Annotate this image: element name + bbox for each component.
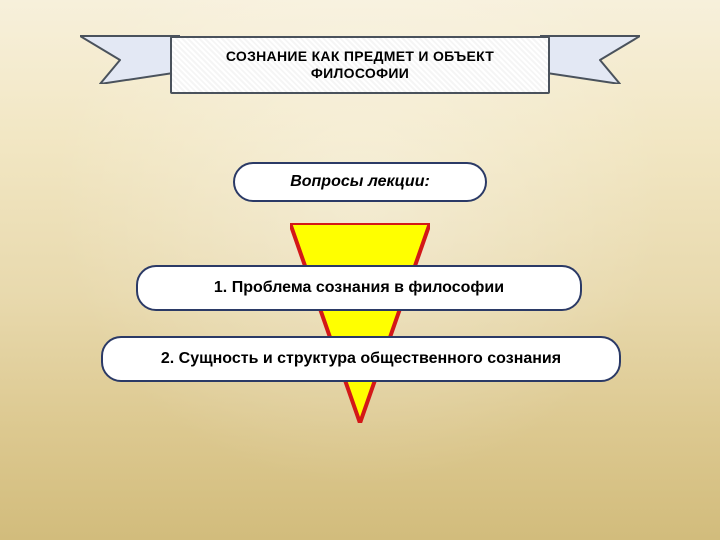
item-text-1: 1. Проблема сознания в философии [214,279,504,297]
slide: СОЗНАНИЕ КАК ПРЕДМЕТ И ОБЪЕКТ ФИЛОСОФИИ … [0,0,720,540]
item-text-2: 2. Сущность и структура общественного со… [161,350,561,368]
subtitle-text: Вопросы лекции: [290,173,430,191]
item-box-2: 2. Сущность и структура общественного со… [101,336,621,382]
item-box-1: 1. Проблема сознания в философии [136,265,582,311]
ribbon-left [80,24,180,84]
down-arrow [290,223,430,423]
subtitle-box: Вопросы лекции: [233,162,487,202]
title-box: СОЗНАНИЕ КАК ПРЕДМЕТ И ОБЪЕКТ ФИЛОСОФИИ [170,36,550,94]
title-text: СОЗНАНИЕ КАК ПРЕДМЕТ И ОБЪЕКТ ФИЛОСОФИИ [194,48,526,83]
ribbon-right [540,24,640,84]
